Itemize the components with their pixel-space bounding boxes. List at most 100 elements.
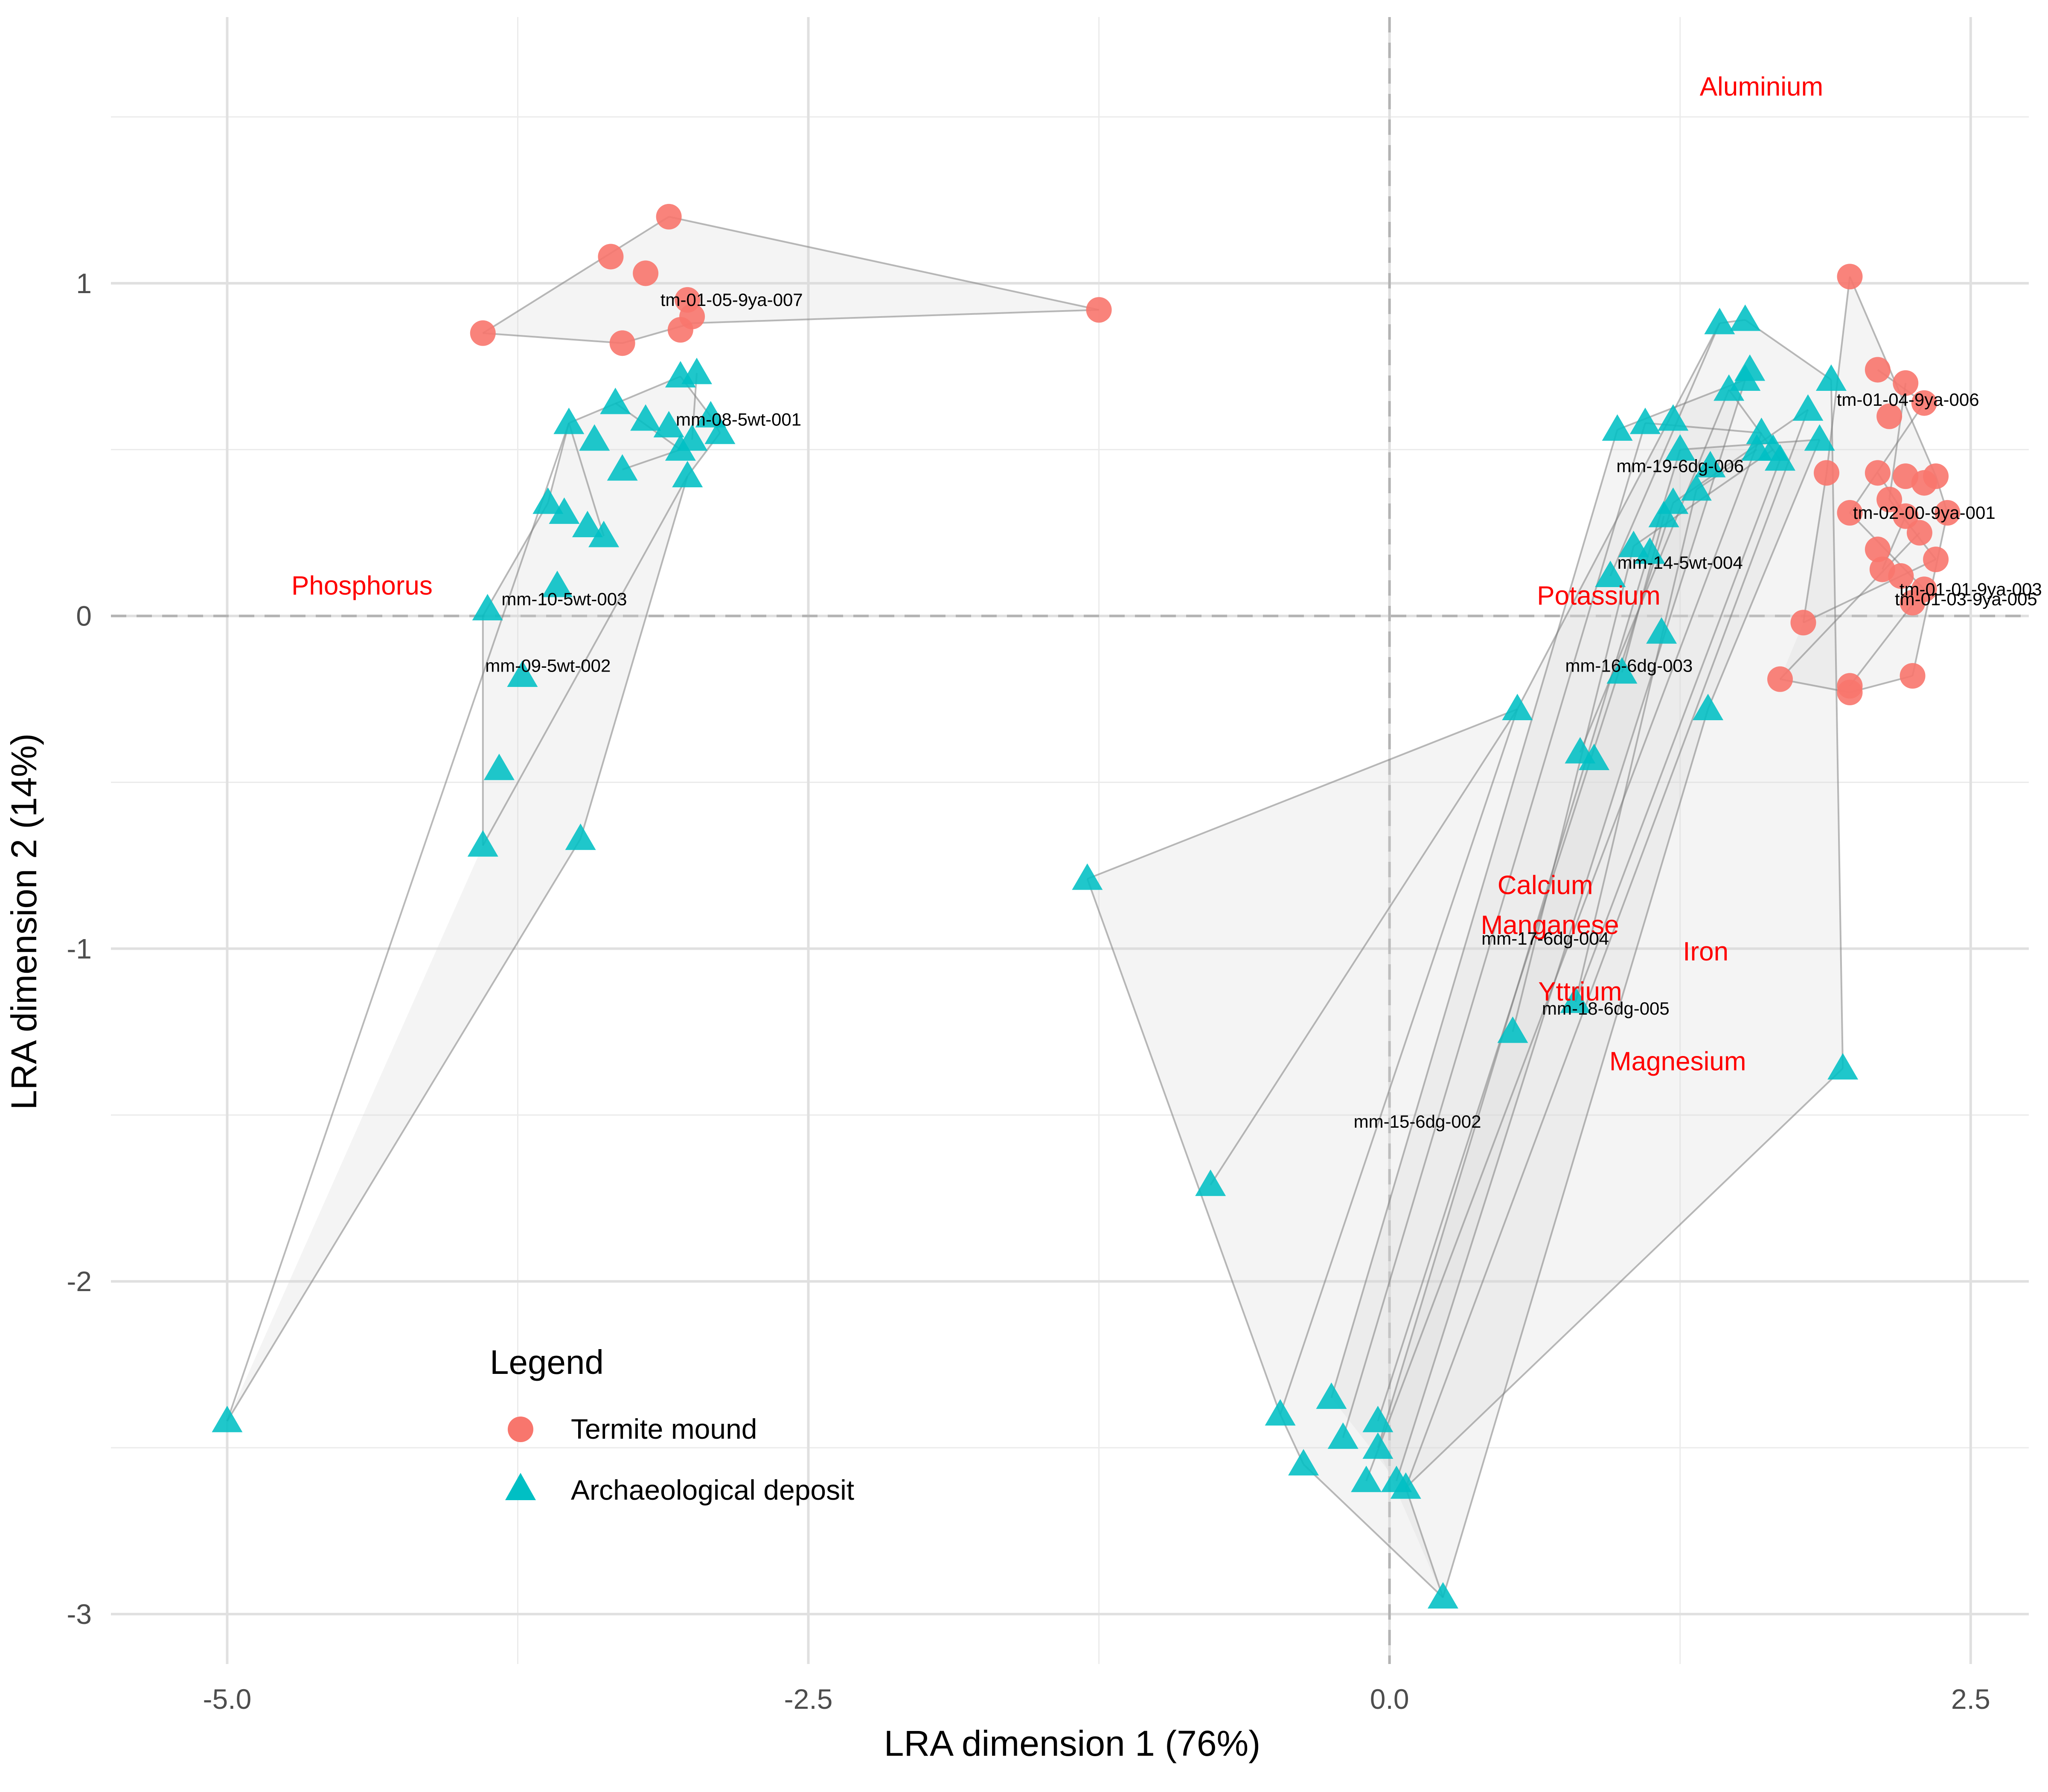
termite-mound-point <box>1865 460 1891 486</box>
archaeological-deposit-point <box>1579 743 1610 770</box>
x-axis-ticks: -5.0 -2.5 0.0 2.5 <box>203 1683 1990 1715</box>
hull-edge <box>1365 433 1763 1481</box>
termite-mound-point <box>1900 590 1926 616</box>
hull-edge <box>482 476 688 846</box>
hull-edge <box>1849 276 1937 477</box>
archaeological-deposit-point <box>1362 1432 1393 1459</box>
legend-title: Legend <box>490 1343 604 1381</box>
sample-label: tm-01-01-9ya-003 <box>1900 579 2042 599</box>
y-tick-label: 1 <box>76 268 92 299</box>
sample-label: tm-01-05-9ya-007 <box>660 290 803 310</box>
x-tick-label: -2.5 <box>784 1683 833 1715</box>
hull-edge <box>1405 1487 1444 1598</box>
hull-edge <box>1087 708 1518 880</box>
x-tick-label: 2.5 <box>1951 1683 1990 1715</box>
hull-edge <box>482 502 549 617</box>
archaeological-deposit-point <box>1351 1466 1382 1492</box>
archaeological-deposit-point <box>1362 1405 1393 1432</box>
archaeological-deposit-point <box>1390 1472 1421 1499</box>
termite-mound-point <box>598 244 624 270</box>
archaeological-deposit-point <box>1681 474 1712 501</box>
y-tick-label: -2 <box>67 1265 92 1297</box>
hull-edge <box>568 375 681 424</box>
sample-label: tm-01-03-9ya-005 <box>1895 589 2037 609</box>
archaeological-deposit-point <box>212 1405 243 1432</box>
archaeological-deposit-point <box>1730 304 1761 331</box>
sample-label: mm-18-6dg-005 <box>1542 998 1670 1018</box>
hull-edge <box>1779 532 1920 680</box>
element-label: Potassium <box>1537 581 1660 611</box>
termite-mound-point <box>470 320 496 346</box>
legend-label-archaeological-deposit: Archaeological deposit <box>571 1474 854 1506</box>
sample-label: mm-15-6dg-002 <box>1354 1111 1481 1132</box>
termite-mound-point <box>1935 500 1961 526</box>
archaeological-deposit-point <box>1746 417 1777 444</box>
termite-mound-point <box>633 260 659 286</box>
data-points <box>212 204 1961 1609</box>
archaeological-deposit-point <box>1634 537 1665 564</box>
termite-mound-point <box>1790 610 1816 636</box>
archaeological-deposit-point <box>467 830 498 857</box>
archaeological-deposit-point <box>1713 374 1745 401</box>
element-label: Aluminium <box>1700 72 1823 102</box>
sample-label: tm-01-04-9ya-006 <box>1837 390 1979 410</box>
archaeological-deposit-point <box>549 497 580 524</box>
archaeological-deposit-point <box>1804 424 1835 451</box>
sample-label: mm-10-5wt-003 <box>501 589 627 609</box>
y-axis-ticks: -3 -2 -1 0 1 <box>67 268 92 1630</box>
hull-edge <box>1405 1068 1844 1489</box>
element-label: Yttrium <box>1538 977 1622 1007</box>
hull-fill <box>1780 276 1948 692</box>
hull-edge <box>1086 878 1281 1415</box>
hull-fill <box>227 376 720 1421</box>
termite-mound-point <box>1876 403 1903 429</box>
archaeological-deposit-point <box>1427 1582 1458 1609</box>
legend-label-termite-mound: Termite mound <box>571 1413 757 1445</box>
hull-fill <box>483 216 1099 343</box>
archaeological-deposit-point <box>565 823 596 850</box>
reference-lines <box>111 17 2029 1664</box>
archaeological-deposit-point <box>1827 1053 1859 1080</box>
termite-mound-point <box>1837 264 1863 290</box>
termite-mound-point <box>609 330 635 356</box>
sample-label: mm-17-6dg-004 <box>1481 928 1609 948</box>
hull-edge <box>226 838 582 1422</box>
hull-edge <box>1621 516 1665 673</box>
hull-edge <box>1303 1463 1444 1598</box>
hull-edge <box>1707 439 1821 710</box>
hull-edge <box>1579 389 1730 753</box>
archaeological-deposit-point <box>472 594 503 621</box>
hull-edge <box>1396 379 1746 1481</box>
termite-mound-point <box>1923 463 1949 489</box>
element-label: Calcium <box>1498 870 1593 900</box>
hull-edge <box>1830 379 1844 1069</box>
archaeological-deposit-point <box>553 407 585 434</box>
archaeological-deposit-point <box>1815 364 1847 391</box>
sample-labels: tm-01-05-9ya-007 mm-08-5wt-001 mm-10-5wt-0… <box>485 290 2042 1132</box>
termite-mound-point <box>1888 563 1914 589</box>
hull-edge <box>1512 546 1635 1032</box>
archaeological-deposit-point <box>1658 404 1689 431</box>
hull-edge <box>1516 323 1721 710</box>
termite-mound-point <box>1837 500 1863 526</box>
termite-mound-point <box>1865 536 1891 562</box>
archaeological-deposit-point <box>579 424 610 451</box>
hull-edge <box>1342 422 1646 1438</box>
archaeological-deposit-point <box>1765 444 1796 471</box>
element-labels: Aluminium Phosphorus Potassium Calcium Manga… <box>291 72 1823 1076</box>
x-tick-label: 0.0 <box>1370 1683 1409 1715</box>
x-tick-label: -5.0 <box>203 1683 252 1715</box>
archaeological-deposit-point <box>588 521 620 547</box>
termite-mound-point <box>1837 679 1863 705</box>
archaeological-deposit-point <box>607 454 638 481</box>
hull-edge <box>1574 489 1697 1002</box>
hull-edge <box>579 476 689 839</box>
archaeological-deposit-point <box>1595 561 1626 588</box>
archaeological-deposit-point <box>1658 487 1689 514</box>
sample-label: mm-08-5wt-001 <box>676 410 801 430</box>
archaeological-deposit-point <box>1704 308 1735 335</box>
termite-mound-point <box>667 317 693 343</box>
archaeological-deposit-point <box>1730 364 1761 391</box>
hull-edge <box>1680 439 1820 451</box>
archaeological-deposit-point <box>1502 693 1533 720</box>
